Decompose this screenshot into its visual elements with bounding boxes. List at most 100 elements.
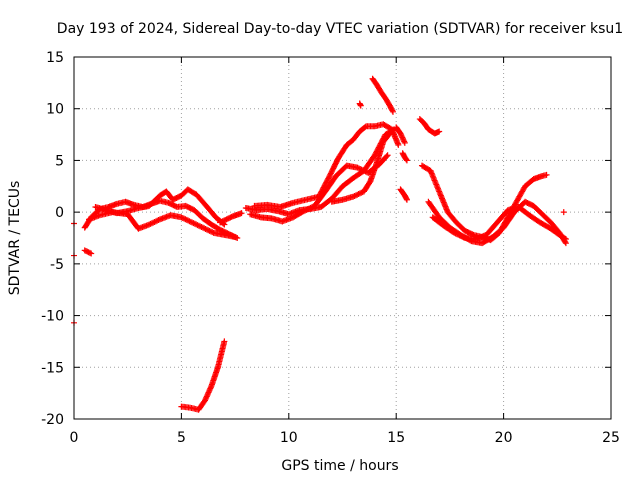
data-point bbox=[307, 204, 314, 211]
data-point bbox=[389, 108, 396, 115]
y-tick-label: 0 bbox=[55, 205, 64, 221]
x-tick-label: 5 bbox=[177, 430, 186, 446]
data-point bbox=[543, 171, 550, 178]
data-point bbox=[150, 219, 157, 226]
data-point bbox=[401, 138, 408, 145]
data-point bbox=[400, 137, 407, 144]
x-tick-label: 25 bbox=[602, 430, 620, 446]
data-point bbox=[358, 166, 365, 173]
data-point bbox=[401, 139, 408, 146]
data-point bbox=[147, 220, 154, 227]
data-point bbox=[457, 233, 464, 240]
data-point bbox=[189, 219, 196, 226]
data-point bbox=[202, 225, 209, 232]
data-point bbox=[199, 224, 206, 231]
data-point bbox=[198, 224, 205, 231]
data-point bbox=[201, 225, 208, 232]
data-point bbox=[194, 222, 201, 229]
data-point bbox=[453, 231, 460, 238]
data-point bbox=[452, 230, 459, 237]
data-markers bbox=[71, 75, 569, 413]
plot-frame bbox=[73, 56, 612, 420]
data-point bbox=[190, 220, 197, 227]
x-tick-label: 15 bbox=[387, 430, 405, 446]
data-point bbox=[191, 220, 198, 227]
y-tick-label: -5 bbox=[50, 257, 64, 273]
data-point bbox=[354, 191, 361, 198]
data-point bbox=[187, 218, 194, 225]
data-point bbox=[181, 215, 188, 222]
x-tick-label: 10 bbox=[280, 430, 298, 446]
data-point bbox=[399, 135, 406, 142]
data-point bbox=[403, 156, 410, 163]
data-point bbox=[304, 206, 311, 213]
data-point bbox=[88, 250, 95, 257]
data-point bbox=[384, 152, 391, 159]
data-point bbox=[397, 130, 404, 137]
data-point bbox=[154, 217, 161, 224]
data-point bbox=[403, 196, 410, 203]
data-point bbox=[197, 223, 204, 230]
data-point bbox=[205, 227, 212, 234]
data-point bbox=[357, 102, 364, 109]
data-point bbox=[399, 134, 406, 141]
grid-lines bbox=[74, 57, 611, 419]
data-point bbox=[460, 234, 467, 241]
data-point bbox=[303, 206, 310, 213]
data-point bbox=[152, 218, 159, 225]
data-point bbox=[155, 217, 162, 224]
data-point bbox=[183, 216, 190, 223]
y-tick-label: -10 bbox=[41, 309, 64, 325]
data-point bbox=[403, 157, 410, 164]
y-tick-label: 5 bbox=[55, 153, 64, 169]
data-point bbox=[350, 193, 357, 200]
data-point bbox=[193, 221, 200, 228]
x-tick-label: 0 bbox=[70, 430, 79, 446]
data-point bbox=[355, 191, 362, 198]
data-point bbox=[178, 214, 185, 221]
data-point bbox=[179, 214, 186, 221]
data-point bbox=[302, 207, 309, 214]
data-point bbox=[352, 192, 359, 199]
data-point bbox=[356, 190, 363, 197]
x-tick-label: 20 bbox=[495, 430, 513, 446]
data-point bbox=[398, 131, 405, 138]
data-point bbox=[456, 232, 463, 239]
data-point bbox=[209, 229, 216, 236]
data-point bbox=[351, 192, 358, 199]
y-tick-label: 10 bbox=[46, 102, 64, 118]
data-point bbox=[148, 220, 155, 227]
data-point bbox=[221, 338, 228, 345]
data-point bbox=[203, 226, 210, 233]
data-point bbox=[455, 231, 462, 238]
data-point bbox=[357, 165, 364, 172]
data-point bbox=[185, 217, 192, 224]
data-point bbox=[207, 228, 214, 235]
data-point bbox=[385, 131, 392, 138]
y-tick-label: -20 bbox=[41, 412, 64, 428]
data-point bbox=[359, 167, 366, 174]
x-axis-label: GPS time / hours bbox=[281, 458, 398, 474]
data-point bbox=[195, 222, 202, 229]
data-point bbox=[383, 153, 390, 160]
data-point bbox=[386, 130, 393, 137]
data-point bbox=[395, 141, 402, 148]
data-point bbox=[451, 229, 458, 236]
data-point bbox=[560, 209, 567, 216]
data-point bbox=[354, 164, 361, 171]
data-point bbox=[86, 249, 93, 256]
data-point bbox=[308, 204, 315, 211]
data-point bbox=[182, 216, 189, 223]
data-point bbox=[398, 133, 405, 140]
data-point bbox=[436, 128, 443, 135]
data-point bbox=[355, 165, 362, 172]
data-point bbox=[186, 218, 193, 225]
data-point bbox=[151, 218, 158, 225]
data-point bbox=[300, 208, 307, 215]
data-point bbox=[361, 167, 368, 174]
data-point bbox=[206, 227, 213, 234]
data-point bbox=[459, 233, 466, 240]
data-point bbox=[306, 205, 313, 212]
data-point bbox=[146, 221, 153, 228]
